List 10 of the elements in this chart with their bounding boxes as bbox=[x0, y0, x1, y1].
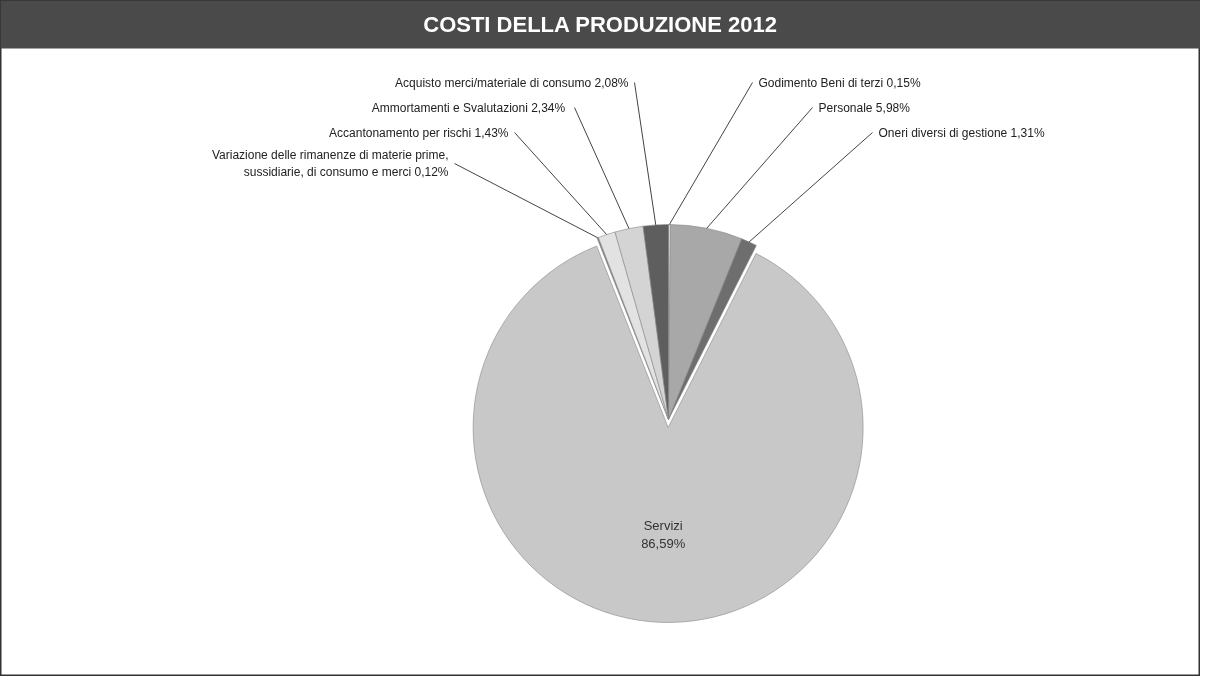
slice-label: Servizi bbox=[643, 518, 683, 534]
data-label: 86,59% bbox=[641, 536, 686, 552]
chart-title: COSTI DELLA PRODUZIONE 2012 bbox=[423, 12, 777, 37]
slice-label: Personale 5,98% bbox=[818, 100, 911, 115]
slice-label: Oneri diversi di gestione 1,31% bbox=[878, 125, 1045, 140]
slice-label: Accantonamento per rischi 1,43% bbox=[329, 125, 509, 140]
slice-label: Variazione delle rimanenze di materie prime, sussidiarie, di consumo e merci 0,12% bbox=[211, 148, 449, 179]
slice-label: Acquisto merci/materiale di consumo 2,08% bbox=[395, 75, 629, 90]
slice-label: Ammortamenti e Svalutazioni 2,34% bbox=[371, 100, 566, 115]
slice-label: Godimento Beni di terzi 0,15% bbox=[758, 75, 921, 90]
